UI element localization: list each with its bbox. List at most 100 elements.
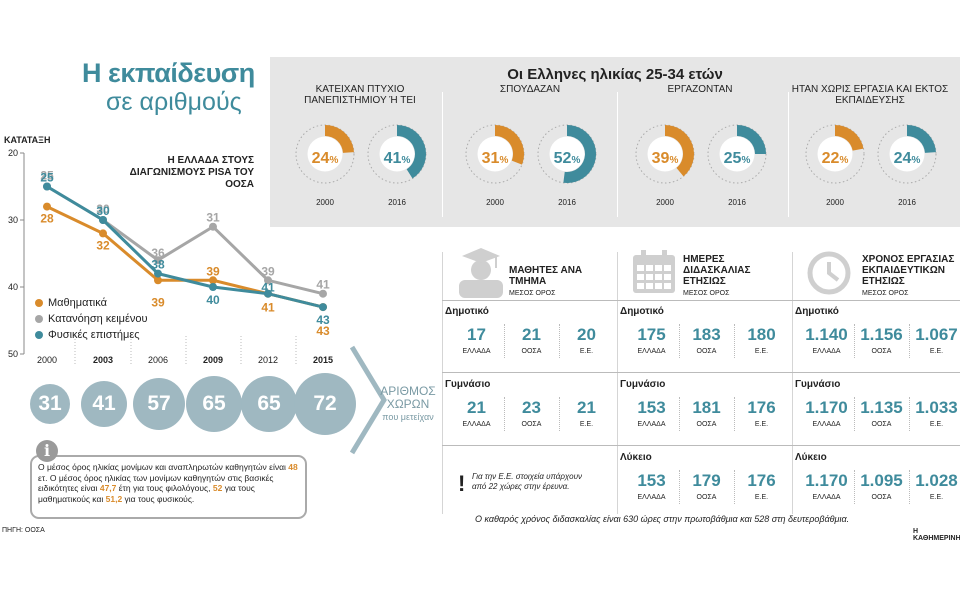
donut-hole <box>549 136 585 172</box>
donut-slice <box>665 125 694 177</box>
donut-hole <box>477 136 513 172</box>
page-title: Η εκπαίδευση <box>82 58 255 88</box>
stat-col-label: ΟΟΣΑ <box>696 494 717 501</box>
donut-year: 2016 <box>558 198 576 207</box>
col-divider <box>734 324 735 358</box>
col-divider <box>679 324 680 358</box>
donut-year: 2000 <box>656 198 674 207</box>
x-tick-label: 2012 <box>258 355 278 365</box>
col-divider <box>909 397 910 431</box>
y-axis-label: ΚΑΤΑΤΑΞΗ <box>4 135 51 145</box>
stat-value: 179 <box>692 471 721 490</box>
countries-label-text: ΑΡΙΘΜΟΣ ΧΩΡΩΝ <box>380 384 436 411</box>
stat-col-label: Ε.Ε. <box>579 421 594 428</box>
page-subtitle: σε αριθμούς <box>106 88 242 116</box>
col-divider <box>679 397 680 431</box>
donut-year: 2000 <box>826 198 844 207</box>
data-point <box>43 182 51 191</box>
y-tick-label: 30 <box>8 215 18 225</box>
stat-col-label: ΕΛΛΑΔΑ <box>812 421 841 428</box>
countries-circle: 72 <box>294 373 356 435</box>
credit-note: Η ΚΑΘΗΜΕΡΙΝΗ <box>913 528 960 542</box>
stat-value: 1.028 <box>915 471 958 490</box>
data-label: 30 <box>96 202 110 216</box>
data-point <box>209 283 217 291</box>
donut-value: 24% <box>893 150 921 167</box>
section-sub: ΜΕΣΟΣ ΟΡΟΣ <box>862 290 909 297</box>
data-label: 43 <box>316 313 330 327</box>
row-divider <box>442 445 960 446</box>
column-title: ΣΠΟΥΔΑΖΑΝ <box>499 84 561 95</box>
legend-label: Κατανόηση κειμένου <box>48 313 148 325</box>
stat-col-label: ΟΟΣΑ <box>871 348 892 355</box>
donut-slice <box>835 125 864 151</box>
chart-title: Η ΕΛΛΑΔΑ ΣΤΟΥΣ ΔΙΑΓΩΝΙΣΜΟΥΣ PISA ΤΟΥ ΟΟΣ… <box>129 155 254 190</box>
stat-col-label: Ε.Ε. <box>929 348 944 355</box>
donut-value: 31% <box>481 150 509 167</box>
divider <box>442 252 443 514</box>
donut-value: 41% <box>383 150 411 167</box>
donut <box>367 124 427 184</box>
data-label: 32 <box>96 238 110 252</box>
countries-circle: 57 <box>133 378 185 430</box>
row-label: Γυμνάσιο <box>795 379 841 390</box>
donut-value: 25% <box>723 150 751 167</box>
donut-slice <box>563 125 596 183</box>
stat-value: 1.170 <box>805 398 848 417</box>
stat-col-label: ΟΟΣΑ <box>696 348 717 355</box>
donut-hole <box>307 136 343 172</box>
data-label: 28 <box>40 212 54 226</box>
section-sub: ΜΕΣΟΣ ΟΡΟΣ <box>509 290 556 297</box>
data-label: 40 <box>206 293 220 307</box>
row-divider <box>442 300 960 301</box>
data-label: 41 <box>316 278 330 292</box>
row-label: Λύκειο <box>795 452 827 463</box>
col-divider <box>504 324 505 358</box>
stat-col-label: Ε.Ε. <box>754 494 769 501</box>
section-title-students: ΜΑΘΗΤΕΣ ΑΝΑ ΤΜΗΜΑ <box>509 265 583 287</box>
data-label: 39 <box>261 264 275 278</box>
row-label: Δημοτικό <box>620 306 664 317</box>
donut-value: 22% <box>821 150 849 167</box>
stat-value: 175 <box>637 325 666 344</box>
donut <box>295 124 355 184</box>
data-label: 39 <box>151 295 165 309</box>
stat-value: 21 <box>467 398 486 417</box>
legend-item-math: Μαθηματικά <box>35 297 107 309</box>
donut-slice <box>325 125 354 153</box>
data-label: 39 <box>206 264 220 278</box>
eu-note: Για την Ε.Ε. στοιχεία υπάρχουν από 22 χώ… <box>472 472 582 491</box>
data-label: 43 <box>316 324 330 338</box>
row-label: Γυμνάσιο <box>620 379 666 390</box>
row-label: Δημοτικό <box>795 306 839 317</box>
stat-value: 1.140 <box>805 325 848 344</box>
stat-value: 20 <box>577 325 596 344</box>
data-point <box>319 303 327 312</box>
donut-slice <box>495 125 524 165</box>
stat-value: 176 <box>747 398 776 417</box>
x-tick-label: 2003 <box>93 355 113 365</box>
data-label: 41 <box>261 281 275 295</box>
stat-value: 181 <box>692 398 721 417</box>
stat-col-label: ΟΟΣΑ <box>696 421 717 428</box>
data-label: 30 <box>96 204 110 218</box>
x-tick-label: 2009 <box>203 355 223 365</box>
legend-item-science: Φυσικές επιστήμες <box>35 329 140 341</box>
stat-value: 1.135 <box>860 398 903 417</box>
data-point <box>209 276 217 285</box>
data-point <box>319 289 327 298</box>
legend-label: Μαθηματικά <box>48 297 107 309</box>
col-divider <box>559 324 560 358</box>
stat-col-label: ΕΛΛΑΔΑ <box>637 494 666 501</box>
col-divider <box>909 470 910 504</box>
countries-circle: 41 <box>81 381 127 427</box>
data-label: 41 <box>261 301 275 315</box>
x-tick-label: 2006 <box>148 355 168 365</box>
stat-value: 1.170 <box>805 471 848 490</box>
col-divider <box>734 470 735 504</box>
donut-year: 2000 <box>486 198 504 207</box>
stat-value: 21 <box>522 325 541 344</box>
col-divider <box>854 324 855 358</box>
legend-item-reading: Κατανόηση κειμένου <box>35 313 148 325</box>
legend-dot-gray <box>35 315 43 323</box>
